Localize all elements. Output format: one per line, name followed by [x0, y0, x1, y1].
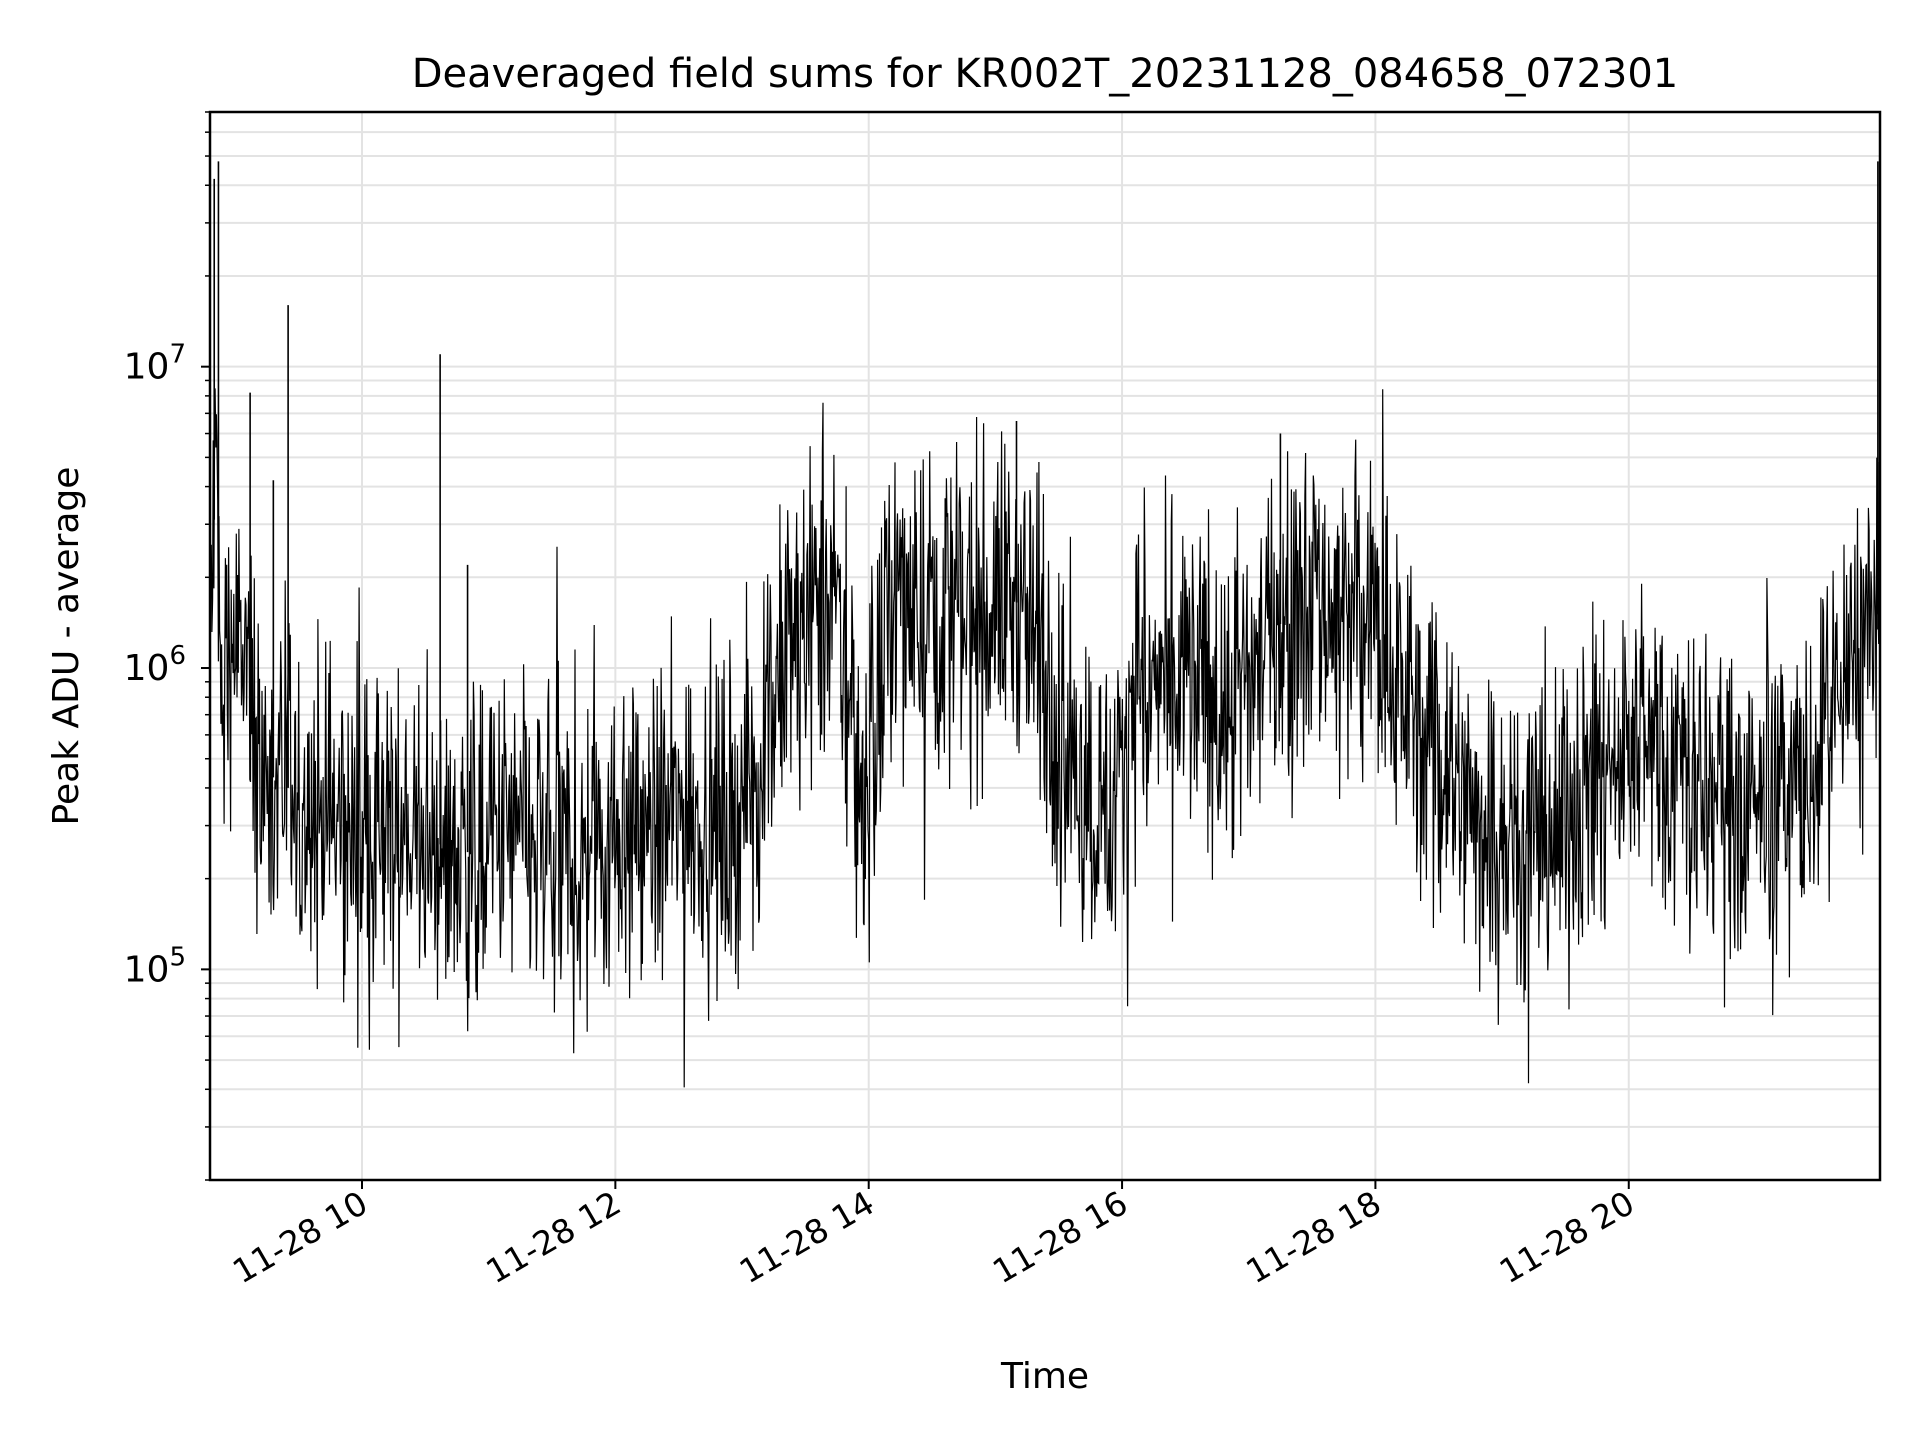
x-tick-label: 11-28 16	[986, 1183, 1134, 1291]
plot-area	[209, 161, 1881, 1088]
x-axis-label: Time	[1000, 1356, 1089, 1397]
x-tick-label: 11-28 12	[479, 1183, 627, 1291]
x-tick-label: 11-28 18	[1239, 1183, 1387, 1291]
y-tick-label: 105	[124, 942, 186, 990]
series-line	[209, 388, 1881, 1088]
y-tick-label: 106	[124, 641, 186, 689]
x-tick-label: 11-28 20	[1493, 1183, 1641, 1291]
grid	[210, 111, 1880, 1181]
x-tick-label: 11-28 14	[733, 1183, 881, 1291]
chart-title: Deaveraged field sums for KR002T_2023112…	[412, 51, 1679, 97]
y-tick-base: 10	[124, 949, 170, 990]
y-tick-base: 10	[124, 648, 170, 689]
plot-frame	[208, 110, 1882, 1182]
y-tick-label: 107	[124, 340, 186, 388]
y-axis-label: Peak ADU - average	[46, 467, 87, 826]
x-axis: 11-28 10 11-28 12 11-28 14 11-28 16 11-28 18…	[226, 1180, 1641, 1291]
y-tick-exponent: 6	[169, 641, 186, 671]
x-tick-label: 11-28 10	[226, 1183, 374, 1291]
y-tick-exponent: 5	[169, 942, 186, 972]
y-tick-exponent: 7	[169, 340, 186, 370]
y-tick-base: 10	[124, 347, 170, 388]
